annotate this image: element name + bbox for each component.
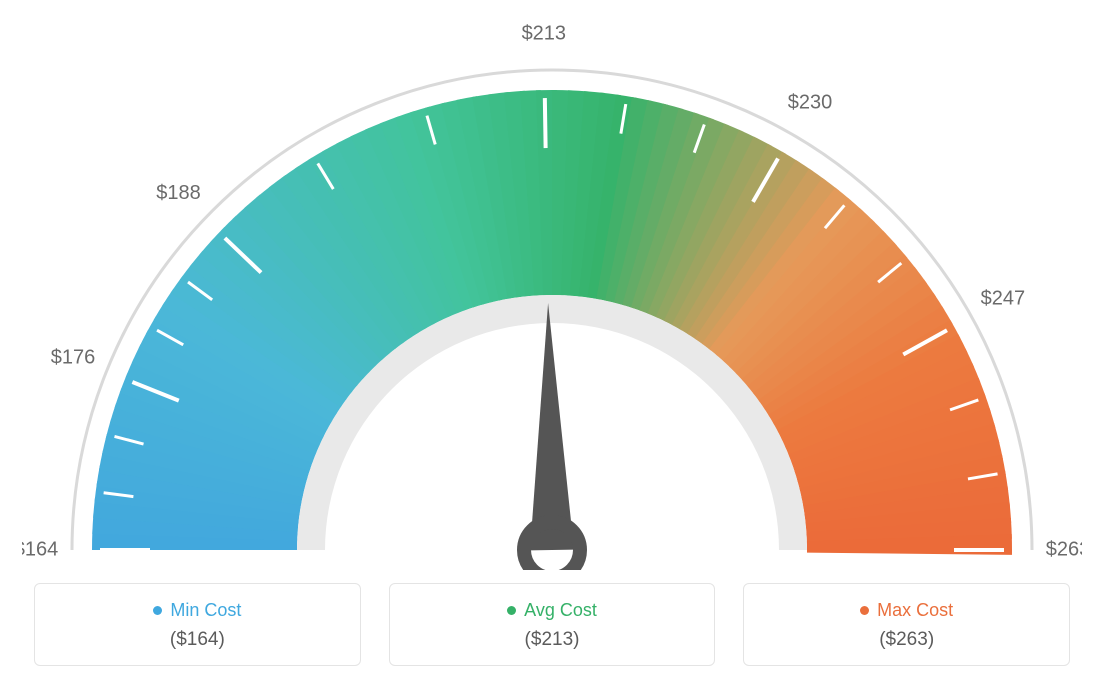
- avg-cost-card: Avg Cost ($213): [389, 583, 716, 666]
- summary-cards: Min Cost ($164) Avg Cost ($213) Max Cost…: [34, 583, 1070, 666]
- min-cost-card: Min Cost ($164): [34, 583, 361, 666]
- gauge-tick-label: $164: [22, 538, 58, 560]
- gauge-needle: [530, 303, 574, 550]
- gauge-tick-label: $263: [1046, 538, 1082, 560]
- avg-dot-icon: [507, 606, 516, 615]
- avg-cost-label: Avg Cost: [524, 600, 597, 621]
- gauge-tick-label: $247: [981, 287, 1026, 309]
- max-cost-card: Max Cost ($263): [743, 583, 1070, 666]
- max-dot-icon: [860, 606, 869, 615]
- min-cost-label: Min Cost: [170, 600, 241, 621]
- min-cost-value: ($164): [45, 629, 350, 651]
- gauge-tick-label: $230: [788, 91, 833, 113]
- max-cost-value: ($263): [754, 629, 1059, 651]
- gauge-tick-label: $176: [51, 347, 96, 369]
- avg-cost-value: ($213): [400, 629, 705, 651]
- cost-gauge: $164 $176 $188 $213 $230 $247 $263: [22, 10, 1082, 570]
- max-cost-label: Max Cost: [877, 600, 953, 621]
- min-dot-icon: [153, 606, 162, 615]
- gauge-tick-label: $188: [156, 182, 201, 204]
- gauge-tick-label: $213: [522, 22, 567, 44]
